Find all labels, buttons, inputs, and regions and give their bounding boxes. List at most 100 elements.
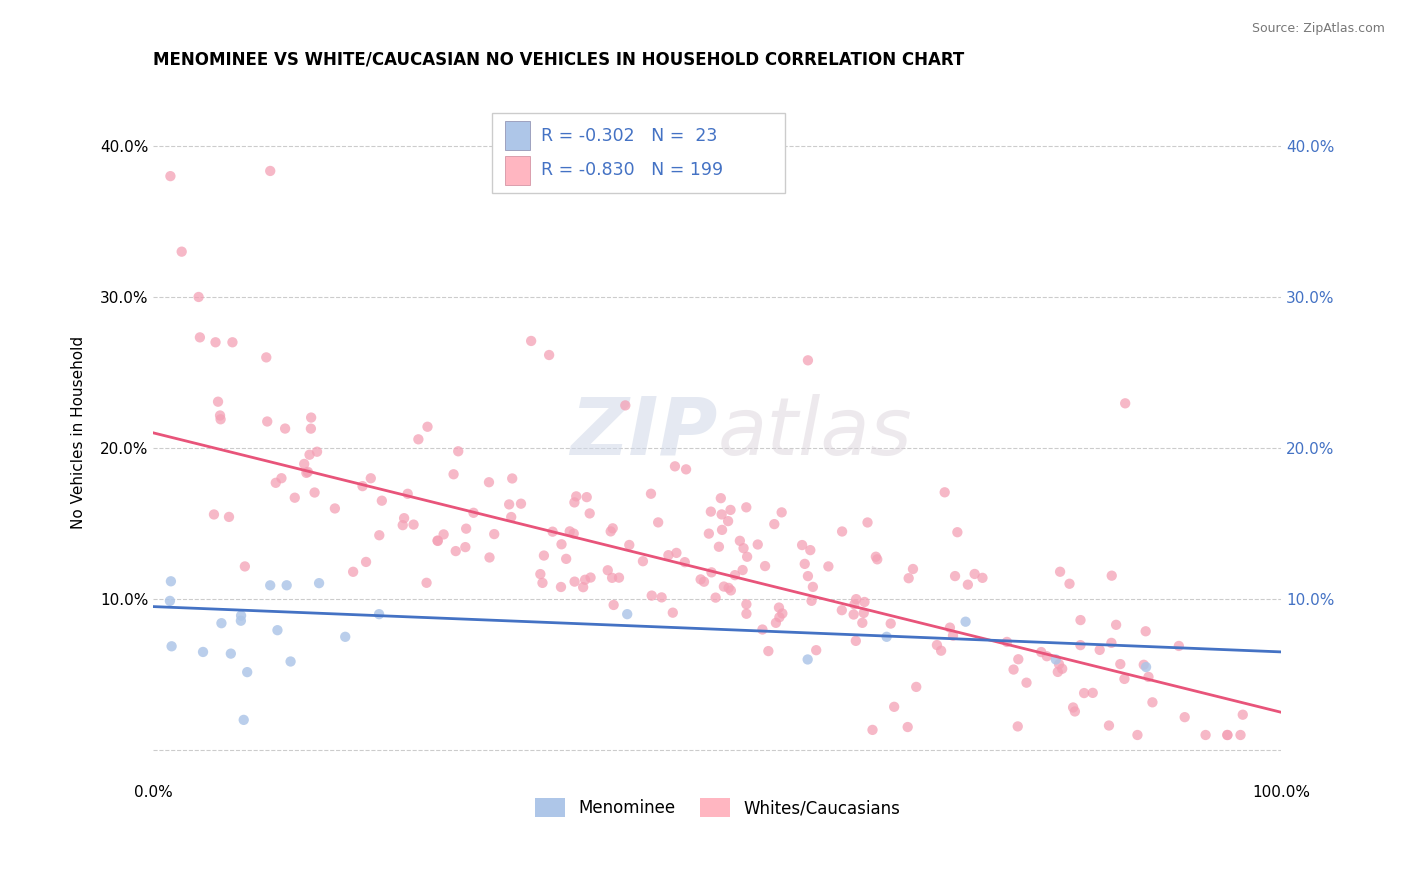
Point [1031, 645, 1053, 659]
Legend: Menominee, Whites/Caucasians: Menominee, Whites/Caucasians [527, 791, 907, 824]
Point [842, 607, 865, 622]
Text: R = -0.302   N =  23: R = -0.302 N = 23 [541, 127, 718, 145]
Point [602, 598, 624, 612]
Point [697, 526, 720, 541]
Point [426, 533, 449, 548]
Point [1081, 686, 1104, 700]
Point [665, 546, 688, 560]
Point [664, 459, 686, 474]
Point [578, 507, 600, 521]
Point [564, 495, 586, 509]
Point [159, 169, 181, 183]
Point [191, 645, 214, 659]
Point [883, 699, 905, 714]
Point [879, 616, 901, 631]
Point [1135, 624, 1157, 639]
Point [704, 591, 727, 605]
Point [520, 334, 543, 348]
Point [754, 559, 776, 574]
Point [731, 563, 754, 577]
Bar [492, 113, 785, 194]
Point [342, 565, 364, 579]
Point [844, 598, 866, 612]
Point [1088, 643, 1111, 657]
Point [270, 471, 292, 485]
Point [1126, 728, 1149, 742]
Point [901, 562, 924, 576]
Text: atlas: atlas [717, 394, 912, 472]
Point [160, 574, 183, 589]
Point [187, 290, 209, 304]
Point [392, 511, 415, 525]
Point [1064, 705, 1087, 719]
Point [1167, 639, 1189, 653]
Point [770, 505, 793, 519]
Point [845, 592, 868, 607]
Point [853, 595, 876, 609]
Point [1232, 707, 1254, 722]
Point [207, 394, 229, 409]
Point [209, 616, 232, 631]
Point [735, 597, 758, 611]
Point [735, 549, 758, 564]
Point [710, 508, 733, 522]
Point [700, 505, 723, 519]
Point [280, 655, 302, 669]
Point [396, 487, 419, 501]
Point [1036, 649, 1059, 664]
Point [160, 640, 183, 654]
Point [229, 614, 252, 628]
Bar [505, 121, 530, 150]
Point [946, 525, 969, 540]
Point [292, 457, 315, 471]
Point [790, 538, 813, 552]
Point [797, 353, 820, 368]
Point [1007, 719, 1029, 733]
Point [972, 571, 994, 585]
Point [675, 462, 697, 476]
Point [1050, 662, 1073, 676]
Point [724, 568, 747, 582]
Point [565, 489, 588, 503]
Point [925, 638, 948, 652]
Text: MENOMINEE VS WHITE/CAUCASIAN NO VEHICLES IN HOUSEHOLD CORRELATION CHART: MENOMINEE VS WHITE/CAUCASIAN NO VEHICLES… [153, 51, 965, 69]
Point [647, 516, 669, 530]
Point [797, 569, 820, 583]
Point [295, 466, 318, 480]
Point [596, 563, 619, 577]
Point [995, 635, 1018, 649]
Point [641, 589, 664, 603]
Point [707, 540, 730, 554]
Point [942, 629, 965, 643]
Point [159, 594, 181, 608]
Point [600, 571, 623, 585]
Y-axis label: No Vehicles in Household: No Vehicles in Household [72, 336, 86, 530]
Point [720, 503, 742, 517]
Point [1099, 636, 1122, 650]
Point [1105, 617, 1128, 632]
Point [770, 607, 793, 621]
Point [689, 573, 711, 587]
Point [763, 517, 786, 532]
Point [1098, 718, 1121, 732]
Point [233, 559, 256, 574]
Point [717, 514, 740, 528]
Point [538, 348, 561, 362]
Point [1046, 665, 1069, 679]
Point [1132, 657, 1154, 672]
Point [323, 501, 346, 516]
Point [529, 567, 551, 582]
Point [550, 537, 572, 551]
Point [851, 615, 873, 630]
Point [1069, 613, 1091, 627]
Point [510, 497, 533, 511]
Point [236, 665, 259, 680]
Point [1216, 728, 1239, 742]
Point [756, 644, 779, 658]
Point [335, 630, 357, 644]
Point [806, 643, 828, 657]
Point [796, 652, 818, 666]
Point [555, 552, 578, 566]
Point [478, 475, 501, 490]
Point [564, 574, 586, 589]
